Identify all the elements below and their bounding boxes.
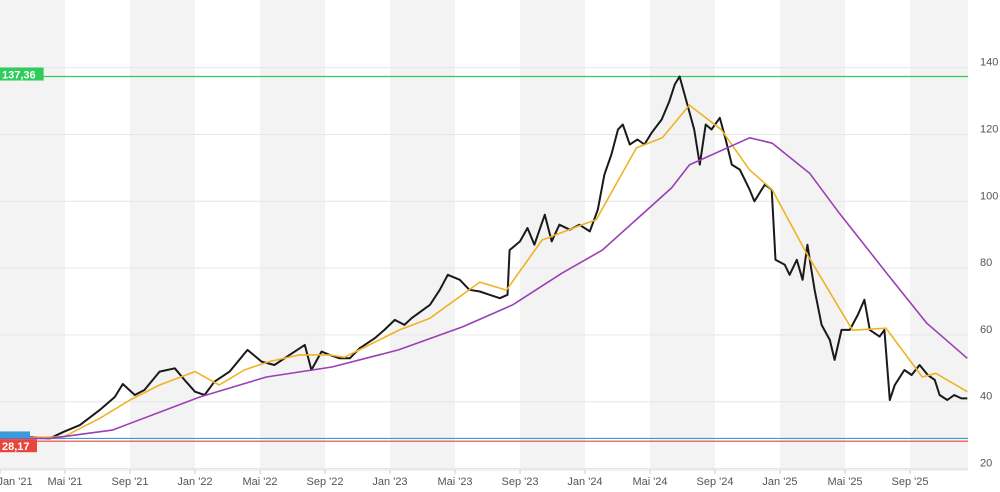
x-tick-label: Sep '24 [697,476,734,488]
x-tick-label: Jan '22 [177,476,212,488]
x-tick-label: Mai '24 [632,476,667,488]
x-tick-label: Sep '25 [892,476,929,488]
level-label: 137,36 [2,70,36,82]
x-tick-label: Jan '24 [567,476,602,488]
x-tick-label: Jan '23 [372,476,407,488]
long-moving-average-line [0,137,968,440]
background-band [390,0,455,470]
background-band [910,0,968,470]
x-tick-label: Jan '21 [0,476,33,488]
background-band [130,0,195,470]
y-tick-label: 60 [980,324,992,336]
x-tick-label: Mai '23 [437,476,472,488]
level-label: 28,17 [2,441,30,453]
x-tick-label: Sep '21 [112,476,149,488]
x-tick-label: Mai '25 [827,476,862,488]
short-moving-average-line [0,104,968,440]
level-label-box [0,431,30,439]
level-label-box [0,439,37,453]
y-tick-label: 120 [980,124,998,136]
x-tick-label: Mai '21 [47,476,82,488]
price-line [0,75,968,440]
y-tick-label: 80 [980,257,992,269]
background-band [780,0,845,470]
y-tick-label: 40 [980,391,992,403]
x-tick-label: Sep '22 [307,476,344,488]
x-tick-label: Jan '25 [762,476,797,488]
y-tick-label: 20 [980,458,992,470]
level-label-box [0,67,44,81]
y-tick-label: 140 [980,57,998,69]
x-tick-label: Sep '23 [502,476,539,488]
y-tick-label: 100 [980,190,998,202]
x-tick-label: Mai '22 [242,476,277,488]
background-band [650,0,715,470]
background-band [260,0,325,470]
